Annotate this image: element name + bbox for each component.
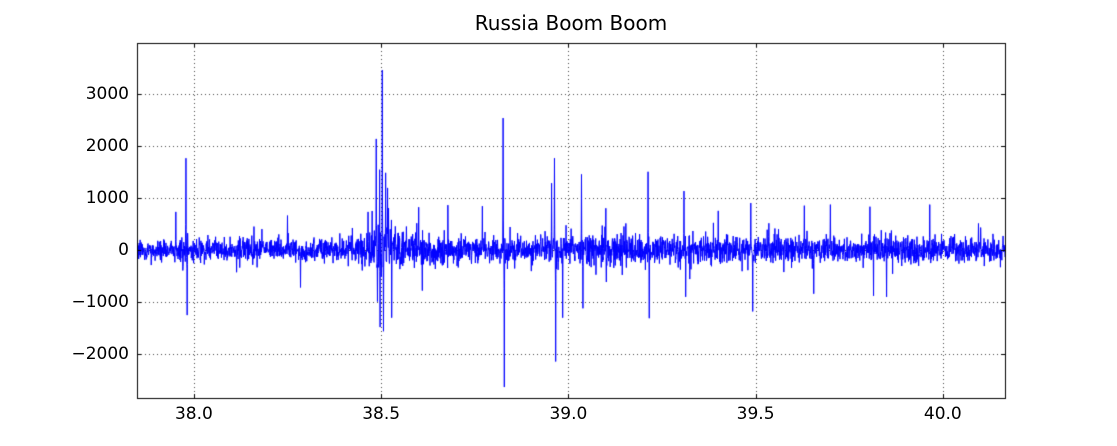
x-tick-label: 39.0	[549, 404, 588, 424]
x-tick-label: 39.5	[736, 404, 775, 424]
y-tick-label: 0	[118, 239, 129, 260]
chart-title: Russia Boom Boom	[474, 11, 668, 35]
y-tick-label: −1000	[71, 292, 129, 313]
y-tick-label: 2000	[85, 135, 129, 156]
y-tick-label: −2000	[71, 344, 129, 365]
y-tick-label: 3000	[85, 83, 129, 104]
x-tick-label: 40.0	[923, 404, 962, 424]
x-tick-label: 38.0	[174, 404, 213, 424]
x-tick-label: 38.5	[362, 404, 401, 424]
y-tick-label: 1000	[85, 187, 129, 208]
